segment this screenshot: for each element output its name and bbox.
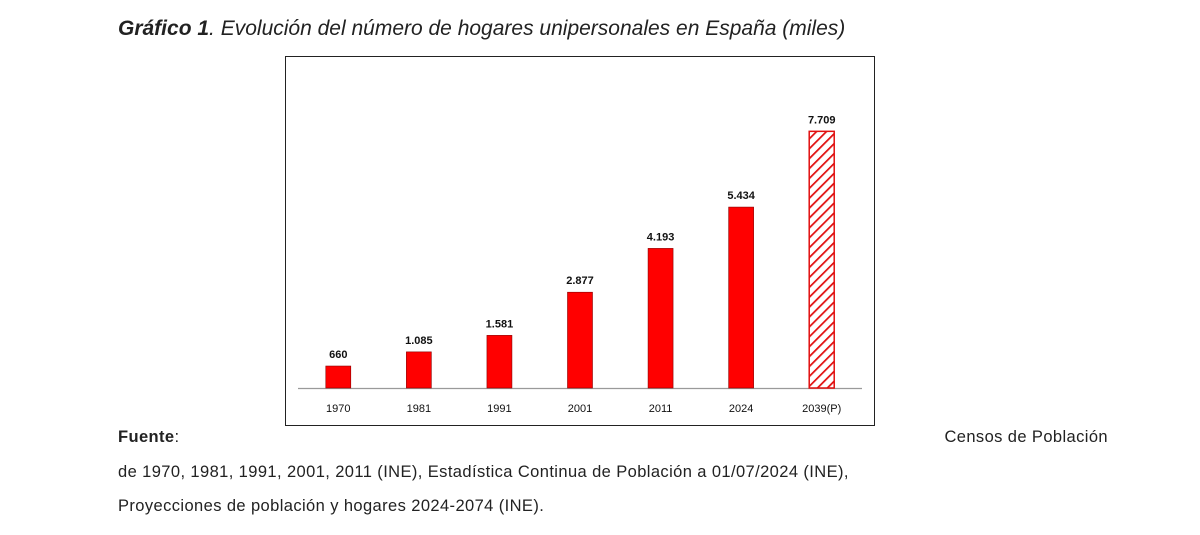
- x-tick-label: 1991: [487, 403, 511, 415]
- bar-2001: [567, 291, 593, 389]
- bar-1991: [486, 335, 513, 389]
- x-tick-label: 2011: [649, 403, 673, 415]
- data-label: 1.581: [486, 318, 514, 330]
- bar-2039p: [808, 130, 835, 389]
- chart-title-label: Gráfico 1: [118, 17, 210, 40]
- chart-title: Gráfico 1. Evolución del número de hogar…: [118, 17, 845, 41]
- chart-frame: 660 1970 1.085 1981 1.581 1991 2.877 2001 4.193 2…: [285, 56, 875, 426]
- source-line-2: de 1970, 1981, 1991, 2001, 2011 (INE), E…: [118, 463, 849, 481]
- bar-1970: [325, 365, 352, 389]
- x-tick-label: 2001: [568, 403, 592, 415]
- data-label: 4.193: [647, 231, 675, 243]
- x-tick-label: 1970: [326, 403, 350, 415]
- x-tick-label: 2024: [729, 403, 753, 415]
- x-tick-label: 2039(P): [802, 403, 841, 415]
- source-line-1: Fuente: Censos de Población: [118, 428, 1108, 447]
- data-label: 5.434: [727, 190, 755, 202]
- data-label: 2.877: [566, 275, 594, 287]
- x-tick-label: 1981: [407, 403, 431, 415]
- data-label: 1.085: [405, 335, 433, 347]
- bar-2011: [647, 248, 674, 389]
- bar-chart: 660 1970 1.085 1981 1.581 1991 2.877 2001 4.193 2…: [298, 114, 862, 415]
- bar-2024: [728, 206, 754, 389]
- chart-title-text: . Evolución del número de hogares uniper…: [209, 17, 846, 40]
- source-line-3: Proyecciones de población y hogares 2024…: [118, 497, 545, 515]
- source-colon: :: [174, 428, 180, 446]
- data-label: 660: [329, 349, 347, 361]
- data-label: 7.709: [808, 114, 836, 126]
- bar-1981: [406, 351, 432, 389]
- source-line-1-right: Censos de Población: [944, 428, 1108, 446]
- source-label: Fuente: [118, 428, 175, 446]
